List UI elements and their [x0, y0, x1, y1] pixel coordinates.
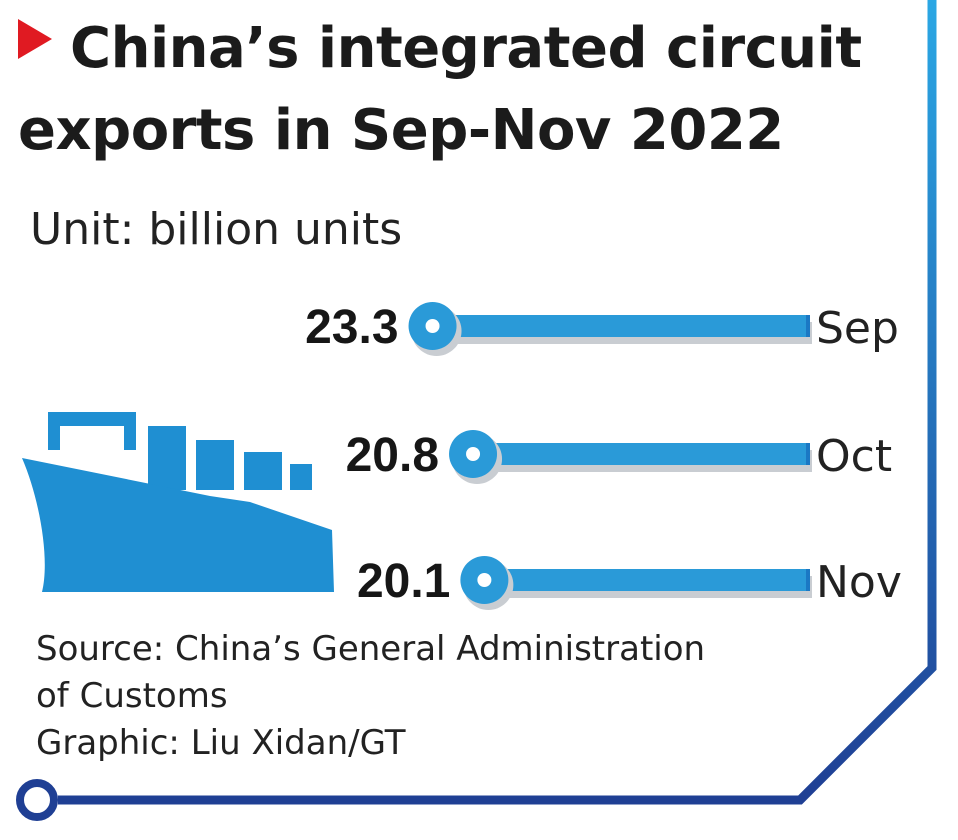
category-label: Nov [816, 557, 902, 608]
source-line-1: Source: China’s General Administration [36, 629, 706, 669]
category-label: Oct [816, 431, 892, 482]
data-label: 23.3 [305, 301, 398, 354]
frame-line [58, 0, 937, 805]
data-label: 20.8 [346, 429, 439, 482]
source-line-2: of Customs [36, 676, 228, 716]
unit-label: Unit: billion units [30, 204, 403, 255]
bar-end-cap [806, 443, 810, 465]
bar-knob-hole [477, 573, 492, 587]
red-triangle-icon [18, 19, 52, 59]
graphic-credit: Graphic: Liu Xidan/GT [36, 723, 406, 763]
bar-end-cap [806, 315, 810, 337]
title-line-1: China’s integrated circuit [70, 16, 862, 81]
bar-knob-hole [425, 319, 440, 333]
bar-sep [432, 315, 810, 337]
bar-knob-hole [466, 447, 481, 461]
title-line-2: exports in Sep-Nov 2022 [18, 98, 784, 163]
frame-end-circle-icon [16, 779, 58, 821]
bar-end-cap [806, 569, 810, 591]
bar-nov [484, 569, 810, 591]
credits: Source: China’s General Administration o… [36, 626, 705, 767]
chart-title: China’s integrated circuit exports in Se… [18, 8, 918, 172]
data-label: 20.1 [357, 555, 450, 608]
bar-oct [473, 443, 810, 465]
category-label: Sep [816, 303, 899, 354]
